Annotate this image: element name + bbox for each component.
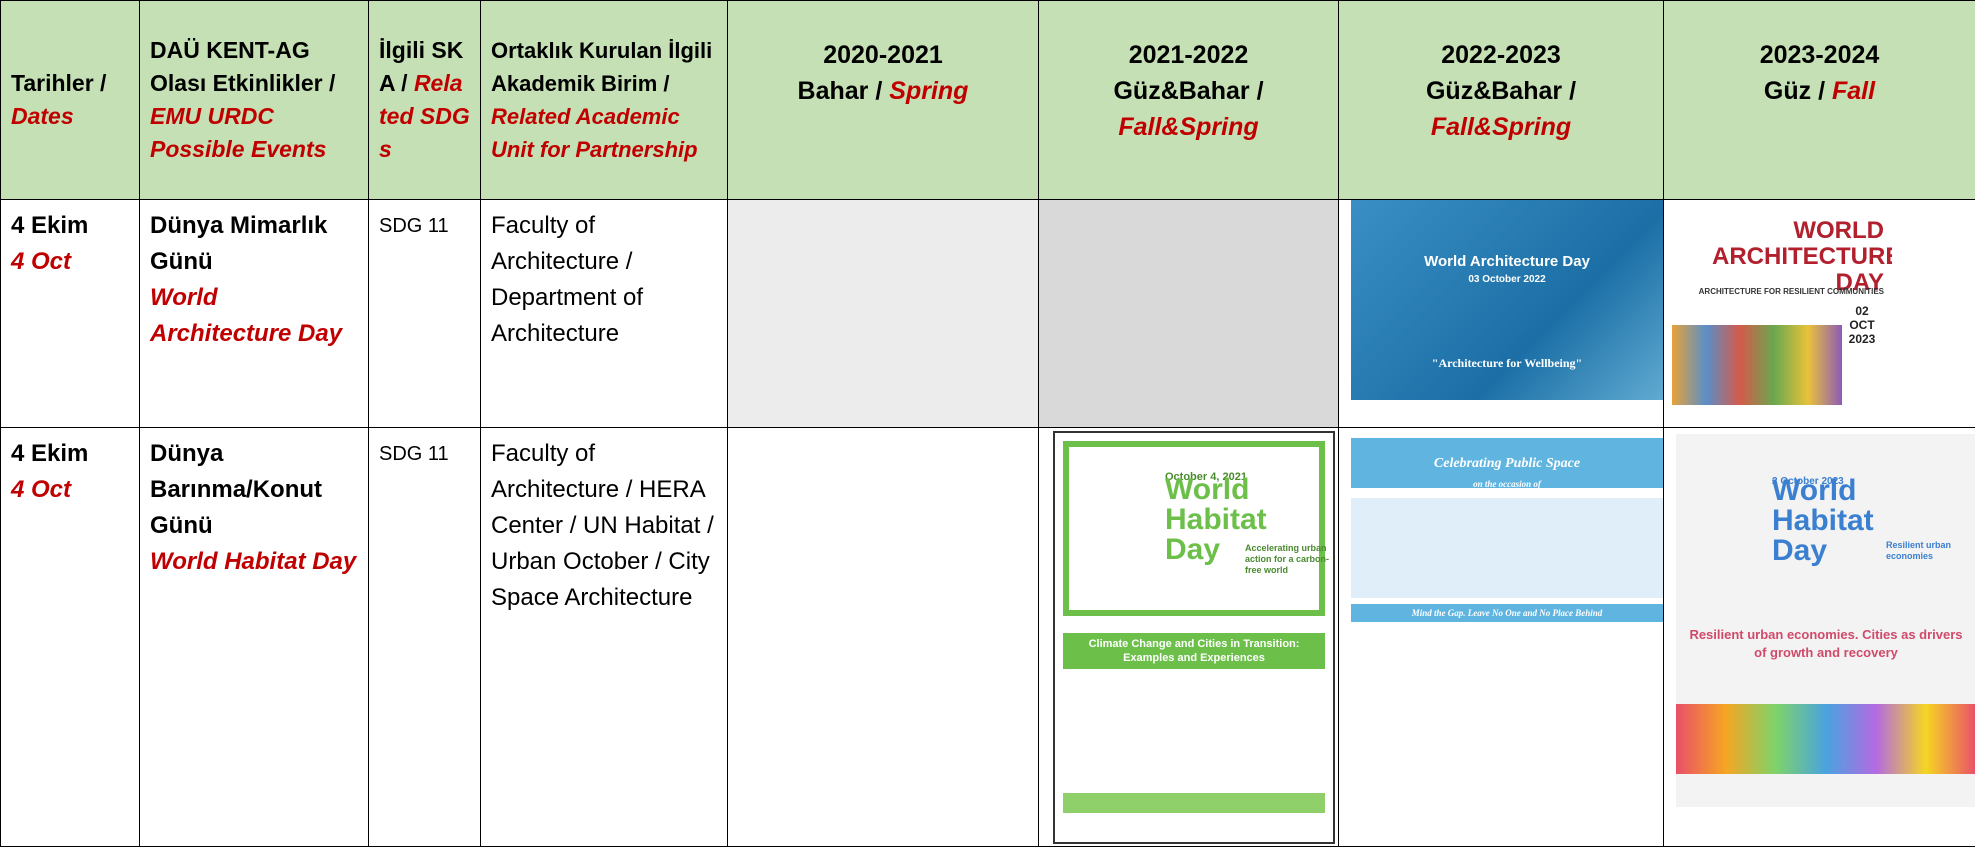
empty-cell <box>1039 200 1339 428</box>
decor <box>1351 400 1663 428</box>
poster: October 4, 2021 World Habitat Day Accele… <box>1053 431 1335 844</box>
unit-cell: Faculty of Architecture / Department of … <box>481 200 728 428</box>
header-en: Spring <box>889 77 968 105</box>
empty-cell <box>728 428 1039 847</box>
poster-subtitle: on the occasion of <box>1351 466 1663 502</box>
event-cell: Dünya Mimarlık Günü World Architecture Da… <box>140 200 369 428</box>
header-cell: 2020-2021 Bahar / Spring <box>728 1 1039 200</box>
event-tr: Dünya Mimarlık Günü <box>150 212 327 275</box>
poster-tagline: Resilient urban economies. Cities as dri… <box>1686 626 1966 662</box>
header-cell: DAÜ KENT-AG Olası Etkinlikler / EMU URDC… <box>140 1 369 200</box>
poster-subtitle: Resilient urban economies <box>1886 540 1956 562</box>
poster: Celebrating Public Space on the occasion… <box>1351 434 1663 656</box>
sdg-cell: SDG 11 <box>369 428 481 847</box>
header-cell: İlgili SKA / Related SDGs <box>369 1 481 200</box>
poster-date: 03 October 2022 <box>1351 262 1663 298</box>
date-tr: 4 Ekim <box>11 440 88 467</box>
poster-theme: "Architecture for Wellbeing" <box>1351 345 1663 381</box>
poster-cell: October 4, 2021 World Habitat Day Accele… <box>1039 428 1339 847</box>
event-tr: Dünya Barınma/Konut Günü <box>150 440 322 539</box>
decor: 4 Ekim 4 Oct Dünya Mimarlık Günü World Arc… <box>1 200 1975 847</box>
sdg-cell: SDG 11 <box>369 200 481 428</box>
date-tr: 4 Ekim <box>11 212 88 239</box>
header-year: 2021-2022 <box>1129 41 1249 69</box>
decor: Tarihler / Dates DAÜ KENT-AG Olası Etkinl… <box>1 1 1975 200</box>
header-year: 2020-2021 <box>823 41 943 69</box>
poster-subtitle: Accelerating urban action for a carbon-f… <box>1245 543 1329 576</box>
date-en: 4 Oct <box>11 248 71 275</box>
header-en: Fall&Spring <box>1431 113 1571 141</box>
decor <box>1672 325 1842 405</box>
poster-panel: Climate Change and Cities in Transition:… <box>1063 633 1325 669</box>
poster-footer: Mind the Gap. Leave No One and No Place … <box>1351 604 1663 622</box>
header-cell: Ortaklık Kurulan İlgili Akademik Birim /… <box>481 1 728 200</box>
header-tr: Tarihler / <box>11 70 106 96</box>
header-tr: Ortaklık Kurulan İlgili Akademik Birim / <box>491 38 712 96</box>
poster: 2 October 2023 World Habitat Day Resilie… <box>1676 434 1975 807</box>
poster: WORLD ARCHITECTURE DAY ARCHITECTURE FOR … <box>1672 210 1892 420</box>
header-tr: Güz / <box>1764 77 1825 105</box>
header-cell: 2022-2023 Güz&Bahar / Fall&Spring <box>1339 1 1664 200</box>
header-tr: Bahar / <box>798 77 883 105</box>
decor <box>1351 498 1663 598</box>
empty-cell <box>728 200 1039 428</box>
header-cell: 2023-2024 Güz / Fall <box>1664 1 1975 200</box>
header-tr: Güz&Bahar / <box>1113 77 1263 105</box>
poster-cell: Celebrating Public Space on the occasion… <box>1339 428 1664 847</box>
poster-title: World Habitat Day <box>1772 476 1882 566</box>
poster-cell: World Architecture Day 03 October 2022 "… <box>1339 200 1664 428</box>
header-year: 2023-2024 <box>1760 41 1880 69</box>
header-en: EMU URDC Possible Events <box>150 103 326 162</box>
date-cell: 4 Ekim 4 Oct <box>1 200 140 428</box>
decor <box>1676 704 1975 774</box>
header-en: Fall&Spring <box>1118 113 1258 141</box>
header-en: Fall <box>1832 77 1875 105</box>
poster-cell: 2 October 2023 World Habitat Day Resilie… <box>1664 428 1975 847</box>
unit-cell: Faculty of Architecture / HERA Center / … <box>481 428 728 847</box>
event-cell: Dünya Barınma/Konut Günü World Habitat Da… <box>140 428 369 847</box>
header-year: 2022-2023 <box>1441 41 1561 69</box>
header-en: Dates <box>11 103 74 129</box>
poster-cell: WORLD ARCHITECTURE DAY ARCHITECTURE FOR … <box>1664 200 1975 428</box>
event-en: World Architecture Day <box>150 284 342 347</box>
header-tr: DAÜ KENT-AG Olası Etkinlikler / <box>150 37 335 96</box>
decor <box>1063 793 1325 813</box>
header-en: Related Academic Unit for Partnership <box>491 104 698 162</box>
decor: 4 Ekim 4 Oct Dünya Barınma/Konut Günü Worl… <box>1 428 1975 847</box>
poster-date: 02 OCT 2023 <box>1842 304 1882 346</box>
decor: Tarihler / Dates DAÜ KENT-AG Olası Etkinl… <box>1 1 1975 200</box>
header-cell: 2021-2022 Güz&Bahar / Fall&Spring <box>1039 1 1339 200</box>
date-en: 4 Oct <box>11 476 71 503</box>
decor: 4 Ekim 4 Oct Dünya Mimarlık Günü World Arc… <box>1 200 1975 428</box>
header-cell: Tarihler / Dates <box>1 1 140 200</box>
event-en: World Habitat Day <box>150 548 356 575</box>
poster: World Architecture Day 03 October 2022 "… <box>1351 200 1663 428</box>
date-cell: 4 Ekim 4 Oct <box>1 428 140 847</box>
header-tr: Güz&Bahar / <box>1426 77 1576 105</box>
